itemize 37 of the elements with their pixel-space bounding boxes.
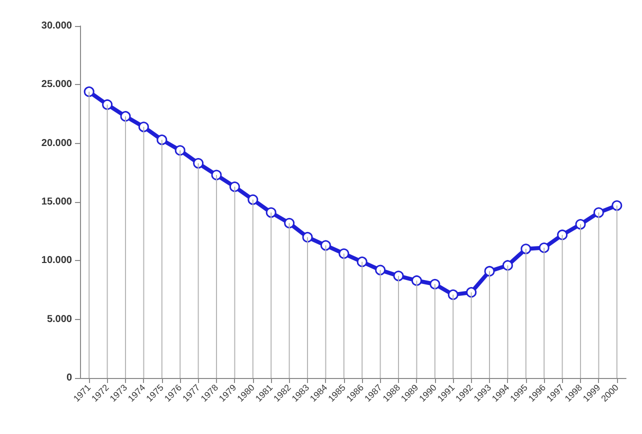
point [356, 256, 368, 268]
point [612, 200, 622, 211]
y-tick-label: 10.000 [41, 255, 72, 266]
point [211, 170, 222, 180]
point [593, 207, 604, 218]
y-tick-label: 30.000 [41, 20, 72, 32]
point [102, 99, 113, 110]
point [375, 264, 386, 276]
point [320, 240, 331, 251]
y-tick-label: 5.000 [46, 314, 72, 325]
point [84, 86, 94, 97]
point [338, 248, 350, 259]
y-tick-label: 20.000 [41, 138, 72, 149]
point [448, 289, 458, 300]
point [174, 145, 186, 156]
y-tick-label: 25.000 [41, 79, 72, 90]
point [393, 270, 404, 282]
point [120, 111, 131, 122]
point [229, 182, 240, 192]
point [193, 158, 204, 169]
point [575, 219, 586, 230]
point [430, 278, 440, 290]
point [538, 242, 550, 254]
point [484, 266, 495, 276]
y-tick-label: 15.000 [41, 196, 72, 208]
point [138, 122, 149, 132]
point [302, 232, 313, 242]
point [248, 194, 258, 205]
point [156, 134, 168, 146]
point [284, 218, 295, 228]
y-tick-label: 0 [66, 372, 72, 384]
point [520, 244, 532, 254]
point [411, 275, 422, 286]
point [266, 207, 276, 218]
point [466, 287, 477, 298]
point [502, 260, 513, 271]
point [557, 230, 568, 240]
